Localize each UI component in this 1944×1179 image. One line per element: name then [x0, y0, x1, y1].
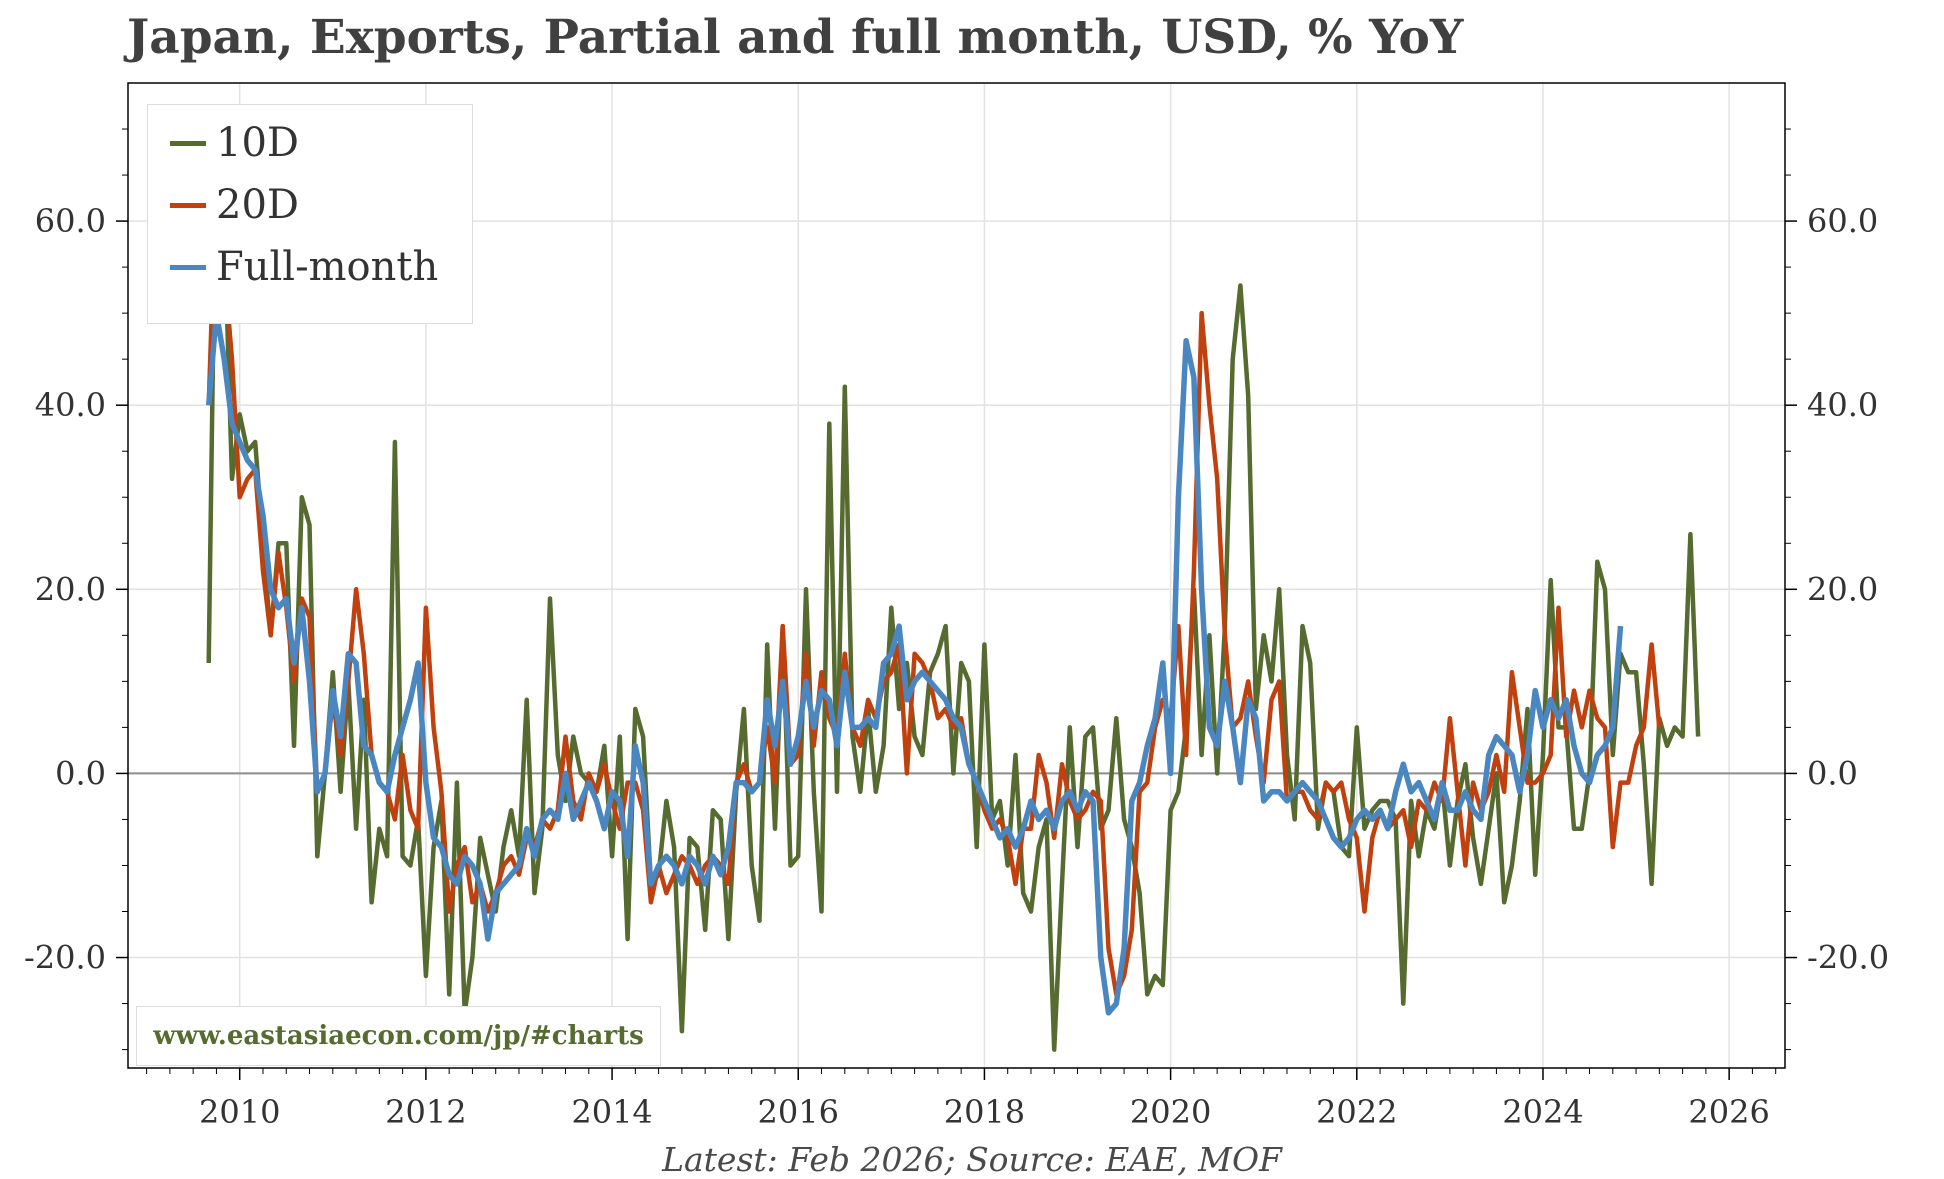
legend-item-full-month: Full-month [170, 237, 438, 297]
x-tick-label: 2018 [944, 1093, 1025, 1131]
plot-frame [127, 82, 1786, 1069]
legend-swatch-20d [170, 202, 206, 208]
gridlines [128, 83, 1785, 1068]
legend-swatch-10d [170, 140, 206, 146]
legend-label-20d: 20D [216, 182, 299, 228]
series-full-month-line [205, 310, 1624, 1016]
legend-label-full-month: Full-month [216, 244, 439, 290]
x-tick-label: 2026 [1688, 1093, 1769, 1131]
y-tick-label-left: 20.0 [35, 570, 106, 608]
legend-swatch-full-month [170, 264, 206, 270]
y-tick-label-left: 40.0 [35, 386, 106, 424]
legend-item-10d: 10D [170, 113, 299, 173]
x-tick-label: 2012 [385, 1093, 466, 1131]
x-tick-label: 2014 [571, 1093, 652, 1131]
watermark-link[interactable]: www.eastasiaecon.com/jp/#charts [136, 1006, 661, 1066]
legend: 10D 20D Full-month [147, 104, 473, 324]
legend-label-10d: 10D [216, 120, 299, 166]
x-tick-label: 2010 [199, 1093, 280, 1131]
chart-title: Japan, Exports, Partial and full month, … [127, 10, 1464, 65]
series-20d-line [206, 172, 1662, 997]
x-tick-label: 2020 [1130, 1093, 1211, 1131]
series-10d-line [206, 108, 1701, 1052]
series-layer [205, 108, 1701, 1052]
y-tick-label-right: 20.0 [1807, 570, 1878, 608]
x-tick-label: 2016 [758, 1093, 839, 1131]
y-tick-label-right: 60.0 [1807, 202, 1878, 240]
legend-item-20d: 20D [170, 175, 299, 235]
x-tick-label: 2022 [1316, 1093, 1397, 1131]
y-tick-label-right: -20.0 [1807, 939, 1889, 977]
y-tick-label-right: 40.0 [1807, 386, 1878, 424]
y-tick-label-right: 0.0 [1807, 754, 1858, 792]
y-tick-label-left: 60.0 [35, 202, 106, 240]
y-tick-label-left: -20.0 [24, 939, 106, 977]
x-tick-label: 2024 [1502, 1093, 1583, 1131]
axes: 2010 2012 2014 2016 2018 2020 2022 2024 2026 -20.… [24, 128, 1889, 1131]
source-footer: Latest: Feb 2026; Source: EAE, MOF [662, 1140, 1282, 1179]
y-tick-label-left: 0.0 [55, 754, 106, 792]
